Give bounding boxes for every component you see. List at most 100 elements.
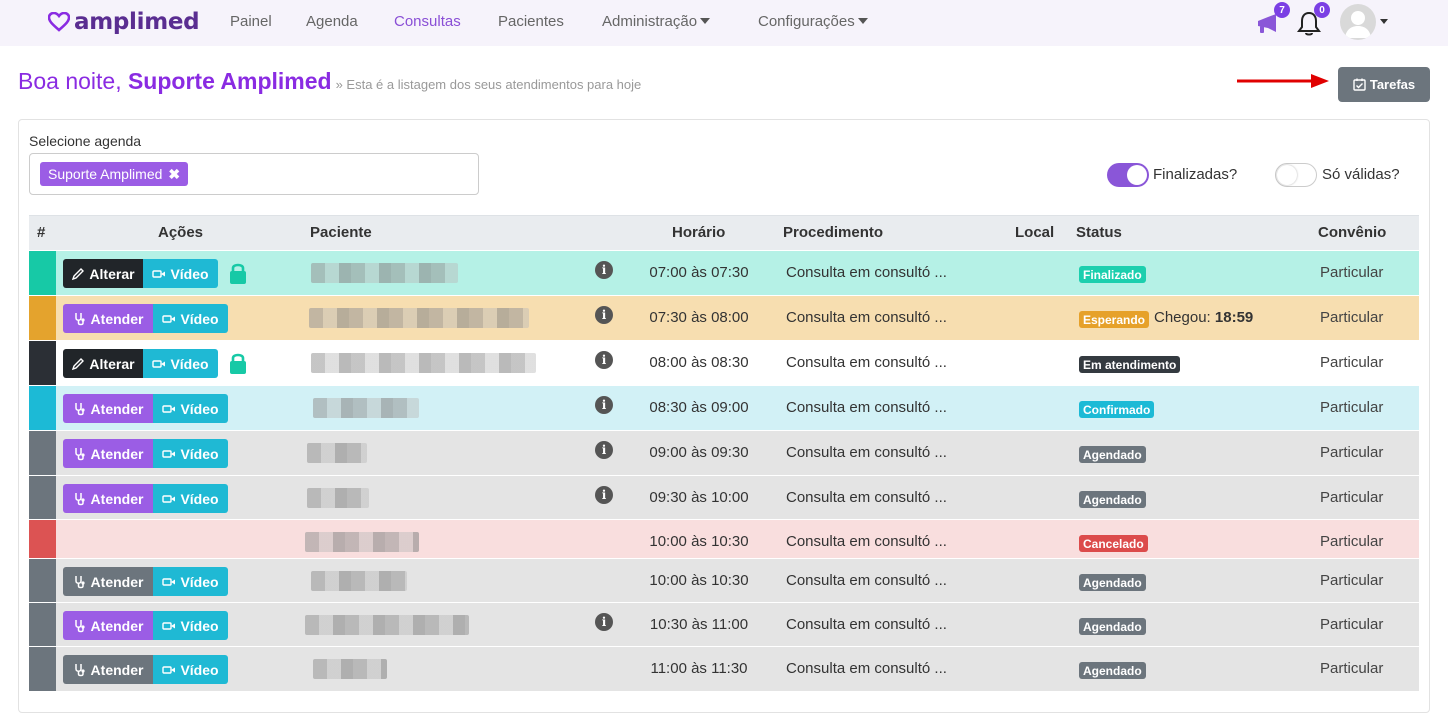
row-status-stripe	[29, 647, 56, 691]
procedure-name[interactable]: Consulta em consultó ...	[786, 264, 947, 281]
nav-painel[interactable]: Painel	[230, 13, 272, 30]
agenda-select[interactable]: Suporte Amplimed ✖	[29, 153, 479, 195]
nav-configuracoes[interactable]: Configurações	[758, 13, 868, 30]
atender-button-label: Atender	[90, 573, 144, 590]
row-status-stripe	[29, 341, 56, 385]
procedure-name[interactable]: Consulta em consultó ...	[786, 309, 947, 326]
info-icon[interactable]: i	[595, 261, 613, 279]
greeting-text: Boa noite,	[18, 68, 128, 94]
atender-button[interactable]: Atender	[63, 394, 153, 423]
status-badge[interactable]: Agendado	[1079, 491, 1146, 508]
column-header-procedimento[interactable]: Procedimento	[783, 224, 884, 241]
atender-button[interactable]: Atender	[63, 567, 153, 596]
tasks-button[interactable]: Tarefas	[1338, 67, 1430, 102]
procedure-name[interactable]: Consulta em consultó ...	[786, 489, 947, 506]
status-badge[interactable]: Agendado	[1079, 618, 1146, 635]
appointment-time: 09:00 às 09:30	[649, 444, 749, 461]
patient-name-blurred[interactable]	[311, 571, 407, 591]
remove-chip-icon[interactable]: ✖	[168, 165, 181, 182]
info-icon[interactable]: i	[595, 441, 613, 459]
procedure-name[interactable]: Consulta em consultó ...	[786, 533, 947, 550]
avatar-chevron-down-icon[interactable]	[1380, 19, 1388, 24]
nav-consultas[interactable]: Consultas	[394, 13, 461, 30]
status-badge[interactable]: Agendado	[1079, 574, 1146, 591]
procedure-name[interactable]: Consulta em consultó ...	[786, 354, 947, 371]
procedure-name[interactable]: Consulta em consultó ...	[786, 399, 947, 416]
procedure-name[interactable]: Consulta em consultó ...	[786, 616, 947, 633]
procedure-name[interactable]: Consulta em consultó ...	[786, 660, 947, 677]
patient-name-blurred[interactable]	[313, 659, 387, 679]
table-row: Atender Vídeo i 07:30 às 08:00 Consulta em c…	[29, 295, 1419, 340]
nav-agenda[interactable]: Agenda	[306, 13, 358, 30]
video-button[interactable]: Vídeo	[153, 439, 228, 468]
video-button[interactable]: Vídeo	[153, 655, 228, 684]
lock-icon	[230, 353, 246, 374]
atender-button-label: Atender	[90, 617, 144, 634]
page-greeting: Boa noite, Suporte Amplimed» Esta é a li…	[18, 68, 641, 95]
alterar-button[interactable]: Alterar	[63, 259, 143, 288]
patient-name-blurred[interactable]	[307, 488, 369, 508]
atender-button[interactable]: Atender	[63, 655, 153, 684]
info-icon[interactable]: i	[595, 486, 613, 504]
info-icon[interactable]: i	[595, 351, 613, 369]
atender-button[interactable]: Atender	[63, 439, 153, 468]
row-status-stripe	[29, 431, 56, 475]
info-icon[interactable]: i	[595, 613, 613, 631]
procedure-name[interactable]: Consulta em consultó ...	[786, 444, 947, 461]
video-button[interactable]: Vídeo	[143, 259, 218, 288]
atender-button[interactable]: Atender	[63, 611, 153, 640]
atender-button[interactable]: Atender	[63, 484, 153, 513]
patient-name-blurred[interactable]	[305, 615, 469, 635]
row-status-stripe	[29, 559, 56, 602]
video-button[interactable]: Vídeo	[153, 611, 228, 640]
patient-name-blurred[interactable]	[309, 308, 529, 328]
so-validas-toggle[interactable]	[1275, 163, 1317, 187]
status-badge[interactable]: Cancelado	[1079, 535, 1148, 552]
status-badge[interactable]: Esperando	[1079, 311, 1150, 328]
status-badge[interactable]: Confirmado	[1079, 401, 1155, 418]
announcements-button[interactable]: 7	[1254, 2, 1290, 37]
logo-text: amplimed	[74, 9, 200, 35]
patient-name-blurred[interactable]	[311, 263, 458, 283]
selected-agenda-chip-label: Suporte Amplimed	[48, 166, 163, 182]
video-button[interactable]: Vídeo	[153, 304, 228, 333]
video-button-label: Vídeo	[180, 445, 219, 462]
status-badge[interactable]: Agendado	[1079, 662, 1146, 679]
column-header-local[interactable]: Local	[1015, 224, 1055, 241]
patient-name-blurred[interactable]	[305, 532, 419, 552]
notifications-button[interactable]: 0	[1296, 2, 1330, 37]
atender-button[interactable]: Atender	[63, 304, 153, 333]
logo[interactable]: amplimed	[48, 9, 200, 35]
patient-name-blurred[interactable]	[313, 398, 419, 418]
info-icon[interactable]: i	[595, 396, 613, 414]
status-badge[interactable]: Finalizado	[1079, 266, 1146, 283]
appointment-time: 11:00 às 11:30	[650, 660, 748, 677]
status-badge[interactable]: Agendado	[1079, 446, 1146, 463]
video-button[interactable]: Vídeo	[153, 567, 228, 596]
column-header-horario[interactable]: Horário	[672, 224, 726, 241]
video-button[interactable]: Vídeo	[143, 349, 218, 378]
megaphone-icon	[1258, 14, 1276, 33]
video-button-label: Vídeo	[170, 265, 209, 282]
selected-agenda-chip[interactable]: Suporte Amplimed ✖	[40, 162, 189, 186]
agenda-select-label: Selecione agenda	[29, 133, 142, 149]
column-header-status[interactable]: Status	[1076, 224, 1122, 241]
lock-indicator	[228, 261, 248, 285]
column-header-convenio[interactable]: Convênio	[1318, 224, 1387, 241]
info-icon[interactable]: i	[595, 306, 613, 324]
nav-pacientes[interactable]: Pacientes	[498, 13, 564, 30]
video-button[interactable]: Vídeo	[153, 394, 228, 423]
video-button[interactable]: Vídeo	[153, 484, 228, 513]
procedure-name[interactable]: Consulta em consultó ...	[786, 572, 947, 589]
alterar-button[interactable]: Alterar	[63, 349, 143, 378]
nav-administracao[interactable]: Administração	[602, 13, 711, 30]
toggle-knob	[1127, 165, 1147, 185]
status-badge[interactable]: Em atendimento	[1079, 356, 1181, 373]
column-header-paciente[interactable]: Paciente	[310, 224, 372, 241]
patient-name-blurred[interactable]	[311, 353, 536, 373]
finalizadas-toggle[interactable]	[1107, 163, 1149, 187]
user-avatar[interactable]	[1340, 4, 1376, 40]
patient-name-blurred[interactable]	[307, 443, 367, 463]
appointment-time: 08:30 às 09:00	[649, 399, 749, 416]
row-status-stripe	[29, 520, 56, 558]
